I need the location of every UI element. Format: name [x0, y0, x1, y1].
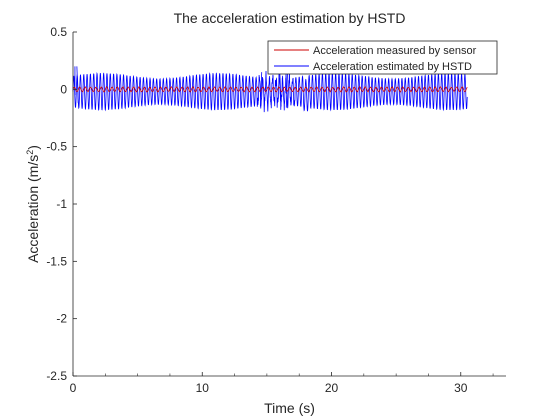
y-tick-label: -2 — [56, 312, 67, 326]
y-tick-label: -0.5 — [46, 140, 67, 154]
axes-layer: 0 10 20 30 0.5 0 -0.5 -1 -1.5 -2 -2.5 — [46, 25, 506, 395]
legend-box — [267, 40, 498, 75]
y-tick-label: 0 — [60, 82, 67, 96]
y-tick-label: -1 — [56, 197, 67, 211]
y-tick-label: -1.5 — [46, 254, 67, 268]
y-axis-title-main: Acceleration (m/s — [25, 155, 41, 263]
y-axis-title: Acceleration (m/s2) — [25, 145, 41, 263]
x-tick-label: 30 — [454, 381, 468, 395]
legend-label-sensor: Acceleration measured by sensor — [313, 45, 477, 57]
series-hstd-line — [72, 71, 468, 113]
y-tick-label: 0.5 — [50, 25, 67, 39]
series-layer — [72, 66, 468, 113]
legend-label-hstd: Acceleration estimated by HSTD — [313, 61, 472, 73]
series-sensor-line — [72, 86, 468, 93]
x-tick-label: 10 — [196, 381, 210, 395]
x-axis-title: Time (s) — [264, 400, 315, 416]
x-tick-label: 20 — [325, 381, 339, 395]
legend: Acceleration measured by sensor Accelera… — [267, 40, 498, 75]
y-tick-label: -2.5 — [46, 369, 67, 383]
y-axis-title-sup: 2 — [25, 150, 35, 155]
x-tick-label: 0 — [70, 381, 77, 395]
y-axis-title-close: ) — [25, 145, 41, 150]
chart-title: The acceleration estimation by HSTD — [174, 10, 406, 26]
